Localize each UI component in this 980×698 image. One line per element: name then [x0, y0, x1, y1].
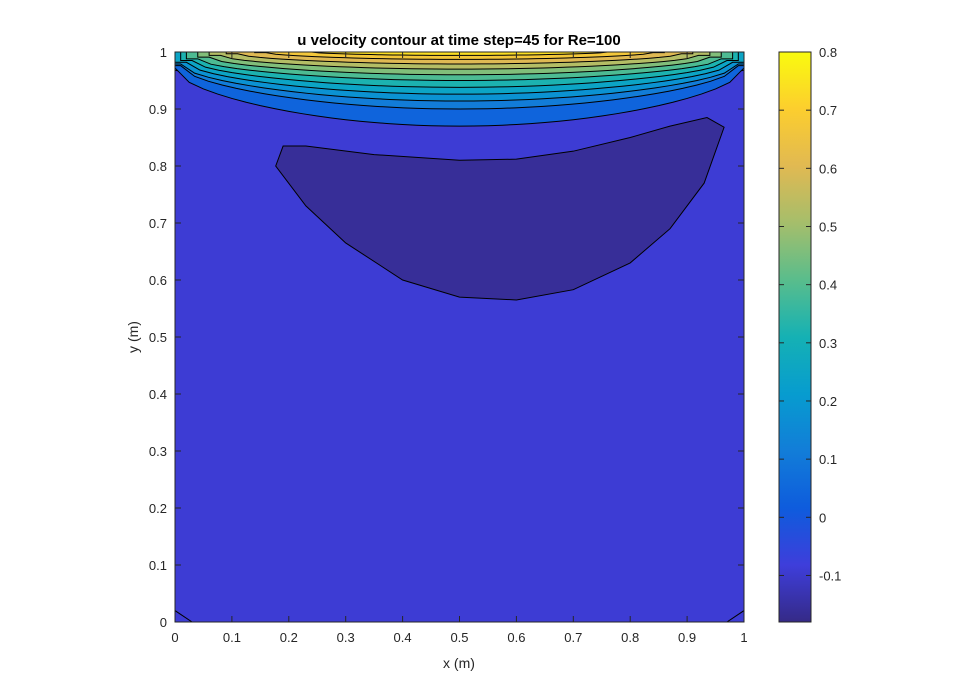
y-axis: 0 0.1 0.2 0.3 0.4 0.5 0.6 0.7 0.8 0.9 1 [149, 45, 744, 630]
x-axis: 0 0.1 0.2 0.3 0.4 0.5 0.6 0.7 0.8 0.9 1 [171, 52, 748, 645]
y-tick-label: 0.6 [149, 273, 167, 288]
y-tick-label: 0.3 [149, 444, 167, 459]
colorbar-ticks: -0.1 0 0.1 0.2 0.3 0.4 0.5 0.6 0.7 0.8 [779, 45, 841, 583]
x-tick-label: 0 [171, 630, 178, 645]
x-tick-label: 1 [740, 630, 747, 645]
y-tick-label: 0.8 [149, 159, 167, 174]
x-tick-label: 0.1 [223, 630, 241, 645]
colorbar-tick-label: 0.8 [819, 45, 837, 60]
y-tick-label: 0.2 [149, 501, 167, 516]
colorbar: -0.1 0 0.1 0.2 0.3 0.4 0.5 0.6 0.7 0.8 [778, 45, 841, 623]
y-tick-label: 0.1 [149, 558, 167, 573]
x-tick-label: 0.5 [450, 630, 468, 645]
colorbar-tick-label: 0.5 [819, 219, 837, 234]
contour-regions [275, 117, 725, 301]
corner-contour-line [175, 610, 193, 622]
y-tick-label: 0.7 [149, 216, 167, 231]
colorbar-gradient [778, 51, 812, 623]
y-tick-label: 0.4 [149, 387, 167, 402]
x-tick-label: 0.7 [564, 630, 582, 645]
colorbar-tick-label: 0.7 [819, 103, 837, 118]
contour-region [275, 117, 725, 301]
y-tick-label: 0 [160, 615, 167, 630]
y-tick-label: 1 [160, 45, 167, 60]
colorbar-tick-label: 0.1 [819, 452, 837, 467]
x-tick-label: 0.4 [394, 630, 412, 645]
x-tick-label: 0.2 [280, 630, 298, 645]
corner-contour-line [726, 610, 744, 622]
y-tick-label: 0.5 [149, 330, 167, 345]
plot-area [175, 52, 744, 622]
x-tick-label: 0.8 [621, 630, 639, 645]
x-tick-label: 0.3 [337, 630, 355, 645]
chart-title: u velocity contour at time step=45 for R… [297, 32, 620, 49]
y-axis-label: y (m) [125, 321, 141, 353]
x-tick-label: 0.9 [678, 630, 696, 645]
contour-bands [175, 52, 744, 127]
colorbar-tick-label: 0 [819, 510, 826, 525]
x-axis-label: x (m) [443, 655, 475, 671]
colorbar-tick-label: 0.2 [819, 394, 837, 409]
colorbar-tick-label: 0.6 [819, 161, 837, 176]
colorbar-tick-label: -0.1 [819, 568, 841, 583]
y-tick-label: 0.9 [149, 102, 167, 117]
corner-contours [175, 610, 744, 622]
x-tick-label: 0.6 [507, 630, 525, 645]
colorbar-tick-label: 0.4 [819, 278, 837, 293]
colorbar-tick-label: 0.3 [819, 336, 837, 351]
